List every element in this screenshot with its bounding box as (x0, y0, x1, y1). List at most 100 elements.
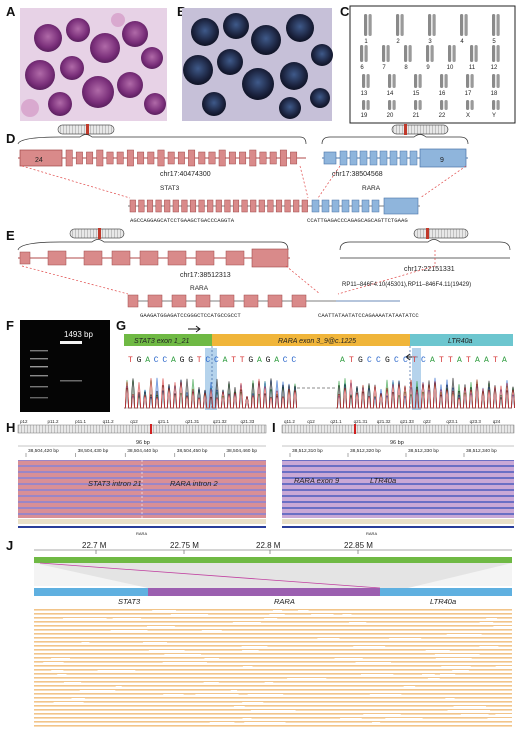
fusion-seq-right-d: CCATTGAGACCCAGAGCAGCAGTTCTGAAG (307, 217, 408, 224)
chromosome (492, 45, 496, 62)
fusion-seq-right-e: CAATTATAATATCCAGAAAATATAATATCC (318, 312, 419, 319)
rara-exon (111, 250, 131, 266)
genome-tick-label: 22.75 M (170, 541, 199, 550)
j-gene-stat3: STAT3 (118, 597, 141, 606)
base-call: T (349, 356, 354, 365)
read-gap (425, 650, 450, 653)
rara-exon-1 (19, 251, 31, 265)
panel-label-c: C (340, 4, 350, 19)
read-gap (460, 714, 489, 717)
read-gap (232, 622, 261, 625)
rara-coord-d: chr17:38504568 (332, 171, 383, 178)
base-call: C (394, 356, 399, 365)
panel-label-d: D (6, 131, 15, 146)
read-gap (435, 658, 472, 661)
rara-exon (195, 250, 215, 266)
genome-tick-label: 22.85 M (344, 541, 373, 550)
panel-label-j: J (6, 538, 13, 553)
rara-exon (369, 150, 378, 166)
chromosome (400, 14, 404, 36)
read-gap (311, 614, 334, 617)
chromosome (460, 14, 464, 36)
genome-tick-label: 22.7 M (82, 541, 107, 550)
read-gap (297, 610, 309, 613)
chromosome-label: 7 (382, 65, 386, 71)
chromosome (366, 100, 370, 110)
base-call: A (171, 356, 176, 365)
chromosome (432, 14, 436, 36)
chromosome-label: 14 (387, 91, 394, 97)
chromosome-label: 3 (428, 39, 432, 45)
chromosome (396, 14, 400, 36)
read-gap (466, 634, 482, 637)
chromosome-label: 16 (439, 91, 446, 97)
cyto-band-label: q21.33 (400, 419, 414, 424)
fusion-e-exon (147, 294, 163, 308)
base-call: A (145, 356, 150, 365)
read-gap (269, 614, 285, 617)
stat3-exon (65, 149, 73, 167)
stat3-exon (147, 151, 155, 165)
read-gap (247, 694, 284, 697)
rara-exon (167, 250, 187, 266)
read-gap (342, 614, 352, 617)
stat3-exon (177, 151, 185, 165)
chromosome-label: 2 (396, 39, 400, 45)
read-gap (447, 710, 471, 713)
chromosome-label: 19 (361, 113, 368, 119)
i-gene: RARA (366, 531, 377, 536)
read-gap (487, 718, 512, 721)
fusion-e-exon (127, 294, 139, 308)
read-gap (230, 690, 238, 693)
fusion-stat3-exon (258, 199, 265, 213)
chromosome-label: 8 (404, 65, 408, 71)
base-call: A (502, 356, 507, 365)
panel-label-h: H (6, 420, 15, 435)
seg-ltr40a: LTR40a (448, 338, 472, 345)
rara-exon (409, 150, 418, 166)
h-right-label: RARA intron 2 (170, 479, 218, 488)
fusion-stat3-exon (164, 199, 171, 213)
fusion-seq-left-e: GAAGATGGAGATCCGGGCTCCATGCCGCCT (140, 312, 241, 319)
read-gap (209, 722, 235, 725)
gel-image: 1493 bp (20, 320, 110, 412)
rara-label-d: RARA (362, 185, 381, 192)
stat3-exon (269, 151, 277, 165)
fusion-e-exon (291, 294, 307, 308)
read-gap (195, 694, 239, 697)
base-call: C (403, 356, 408, 365)
base-call: C (291, 356, 296, 365)
read-gap (360, 674, 394, 677)
read-gap (385, 718, 423, 721)
base-call: C (367, 356, 372, 365)
fusion-stat3-exon (241, 199, 248, 213)
base-call: T (412, 356, 417, 365)
base-call: C (376, 356, 381, 365)
panel-label-f: F (6, 318, 14, 333)
read-gap (440, 674, 456, 677)
coord-tick-label: 38,512,340 bp (466, 448, 497, 454)
read-gap (162, 662, 207, 665)
base-call: A (430, 356, 435, 365)
rara-exon (389, 150, 398, 166)
read-gap (242, 702, 264, 705)
fusion-rara-exon (321, 199, 330, 213)
coord-tick-label: 38,504,420 bp (28, 448, 59, 454)
read-gap (369, 694, 402, 697)
rara-exon (139, 250, 159, 266)
rara-coord-e: chr17:38512313 (180, 272, 231, 279)
stat3-first-exon-label: 24 (35, 157, 43, 164)
fusion-stat3-exon (155, 199, 162, 213)
read-gap (244, 722, 286, 725)
fusion-e-exon (195, 294, 211, 308)
rara-exon (379, 150, 388, 166)
fusion-stat3-exon (232, 199, 240, 213)
read-gap (51, 658, 71, 661)
chromosome (428, 14, 432, 36)
fusion-e-exon (243, 294, 259, 308)
read-gap (110, 630, 148, 633)
panel-label-a: A (6, 4, 16, 19)
stat3-exon (137, 151, 145, 165)
cyto-band-label: q21.32 (213, 419, 227, 424)
base-call: G (358, 356, 363, 365)
